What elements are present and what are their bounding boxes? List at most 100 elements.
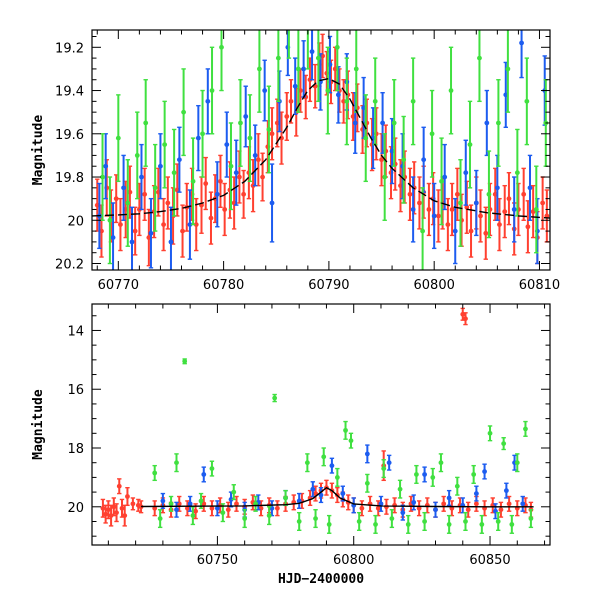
data-point [364, 473, 370, 493]
data-point [234, 495, 239, 512]
data-point [199, 176, 204, 234]
data-point [304, 453, 310, 473]
data-point [233, 139, 239, 206]
data-point [253, 495, 258, 512]
y-tick-label: 19.4 [55, 85, 84, 100]
x-tick-label: 60850 [469, 553, 510, 568]
series-0 [100, 307, 534, 527]
data-point [325, 46, 331, 135]
data-point [372, 57, 378, 146]
data-point [203, 156, 209, 211]
data-point [286, 30, 292, 59]
data-point [364, 444, 370, 464]
data-point [514, 453, 520, 473]
data-point [400, 504, 406, 521]
data-point [463, 139, 469, 206]
data-point [181, 68, 187, 157]
data-point [185, 500, 190, 517]
data-point [503, 482, 509, 499]
data-point [157, 509, 163, 529]
data-point [228, 491, 234, 508]
data-point [201, 495, 207, 512]
data-point [422, 466, 427, 483]
plot-frame [91, 29, 551, 271]
data-point [397, 479, 403, 499]
data-point [483, 206, 489, 260]
data-point [386, 454, 392, 471]
y-tick-label: 20 [67, 501, 84, 516]
model-curve [141, 486, 534, 508]
data-point [520, 495, 526, 512]
data-point [442, 143, 448, 211]
data-point [215, 500, 220, 517]
data-point [367, 495, 373, 512]
data-point [262, 59, 268, 122]
data-point [497, 197, 502, 252]
data-point [411, 494, 417, 511]
data-point [391, 79, 397, 167]
data-point [334, 30, 340, 92]
data-point [514, 500, 520, 517]
data-point [438, 453, 444, 473]
data-point [445, 197, 451, 252]
data-point [118, 197, 123, 252]
data-point [296, 511, 302, 532]
data-point [452, 197, 458, 265]
data-point [243, 85, 249, 148]
data-point [478, 189, 483, 243]
data-point [111, 497, 117, 517]
data-point [441, 495, 447, 512]
data-point [417, 176, 422, 230]
data-point [315, 30, 321, 103]
x-tick-label: 60800 [333, 553, 374, 568]
data-point [401, 115, 407, 204]
data-point [460, 497, 466, 514]
data-point [421, 126, 427, 193]
data-point [237, 150, 242, 204]
plot-area [100, 307, 534, 534]
y-axis-title: Magnitude [31, 389, 46, 460]
data-point [356, 511, 362, 532]
data-point [381, 459, 387, 479]
data-point [501, 437, 507, 451]
data-point [134, 111, 140, 200]
data-point [296, 492, 302, 509]
data-point [171, 128, 177, 217]
data-point [168, 206, 174, 270]
data-point [382, 133, 388, 221]
data-point [544, 189, 550, 243]
data-point [220, 503, 226, 523]
data-point [414, 464, 419, 484]
data-point [530, 184, 536, 239]
data-point [225, 501, 231, 518]
data-point [295, 30, 301, 113]
data-point [458, 159, 463, 247]
data-point [359, 500, 365, 517]
data-point [152, 464, 158, 482]
data-point [363, 94, 369, 183]
data-point [168, 495, 174, 512]
data-point [509, 514, 515, 534]
data-point [260, 152, 265, 202]
data-point [439, 137, 444, 226]
data-point [519, 30, 524, 79]
data-point [420, 187, 426, 270]
data-point [119, 498, 125, 518]
data-point [454, 167, 460, 221]
data-point [313, 509, 318, 529]
data-point [209, 460, 215, 477]
data-point [410, 57, 416, 146]
data-point [426, 182, 432, 237]
data-point [477, 30, 482, 103]
data-point [540, 176, 546, 230]
data-point [463, 511, 468, 532]
data-point [161, 197, 166, 252]
data-point [222, 182, 228, 237]
data-point [487, 425, 493, 442]
data-point [148, 197, 154, 269]
data-point [255, 133, 261, 187]
data-point [523, 420, 528, 437]
data-point [468, 204, 474, 258]
data-point [190, 137, 196, 226]
data-point [266, 506, 272, 526]
